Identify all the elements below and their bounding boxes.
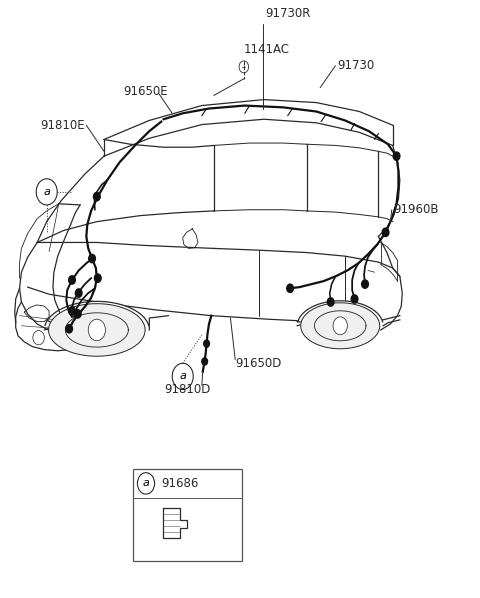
Polygon shape <box>44 301 149 330</box>
Circle shape <box>351 295 358 303</box>
Circle shape <box>202 358 207 365</box>
Circle shape <box>362 280 368 288</box>
Text: 91960B: 91960B <box>394 203 439 216</box>
Bar <box>132 469 242 561</box>
Text: 1141AC: 1141AC <box>244 42 290 56</box>
Text: 91730: 91730 <box>337 59 374 72</box>
Polygon shape <box>301 303 380 349</box>
Text: 91686: 91686 <box>161 477 199 490</box>
Circle shape <box>89 254 96 263</box>
Circle shape <box>382 228 389 236</box>
Text: 91810D: 91810D <box>164 383 211 396</box>
Circle shape <box>88 319 106 341</box>
Circle shape <box>75 289 82 297</box>
Circle shape <box>36 179 57 205</box>
Circle shape <box>94 193 100 201</box>
Circle shape <box>74 310 81 318</box>
Text: a: a <box>180 371 186 382</box>
Text: 91730R: 91730R <box>265 7 310 20</box>
Circle shape <box>95 274 101 282</box>
Circle shape <box>172 363 193 389</box>
Circle shape <box>137 472 155 494</box>
Text: 91650E: 91650E <box>123 86 168 98</box>
Circle shape <box>69 307 75 315</box>
Circle shape <box>393 152 400 160</box>
Circle shape <box>204 340 209 347</box>
Text: 91810E: 91810E <box>40 118 85 132</box>
Circle shape <box>69 276 75 284</box>
Text: a: a <box>43 187 50 197</box>
Circle shape <box>333 317 348 335</box>
Circle shape <box>287 284 293 292</box>
Text: a: a <box>143 478 149 489</box>
Polygon shape <box>297 301 383 326</box>
Circle shape <box>327 298 334 306</box>
Circle shape <box>66 325 72 333</box>
Text: 91650D: 91650D <box>235 357 282 370</box>
Polygon shape <box>48 304 145 356</box>
